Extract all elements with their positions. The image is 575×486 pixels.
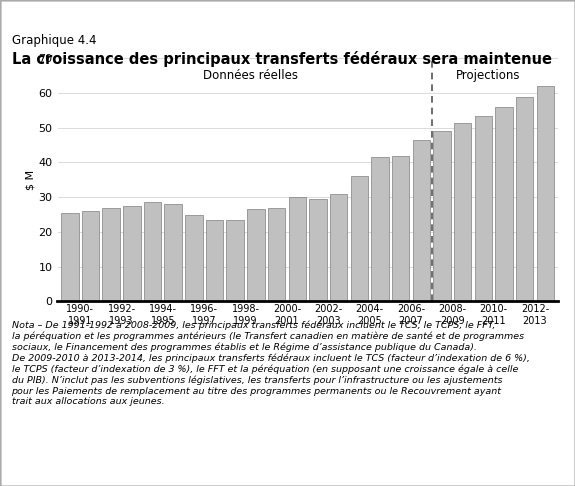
Bar <box>516 97 534 301</box>
Text: Données réelles: Données réelles <box>204 69 298 82</box>
Bar <box>289 197 306 301</box>
Bar <box>495 107 513 301</box>
Bar <box>392 156 409 301</box>
Bar <box>454 122 471 301</box>
Bar <box>268 208 285 301</box>
Bar <box>351 176 368 301</box>
Text: Projections: Projections <box>456 69 521 82</box>
Bar <box>433 131 451 301</box>
Bar <box>206 220 224 301</box>
Bar <box>61 213 79 301</box>
Bar <box>144 202 162 301</box>
Bar <box>247 209 264 301</box>
Bar <box>227 220 244 301</box>
Bar <box>474 116 492 301</box>
Bar <box>536 86 554 301</box>
Bar <box>330 194 347 301</box>
Y-axis label: $ M: $ M <box>26 170 36 190</box>
Bar <box>412 140 430 301</box>
Bar <box>164 204 182 301</box>
Bar <box>82 211 99 301</box>
Bar <box>371 157 389 301</box>
Bar <box>309 199 327 301</box>
Text: La croissance des principaux transferts fédéraux sera maintenue: La croissance des principaux transferts … <box>12 51 551 67</box>
Bar <box>123 206 141 301</box>
Text: Nota – De 1991-1992 à 2008-2009, les principaux transferts fédéraux incluent le : Nota – De 1991-1992 à 2008-2009, les pri… <box>12 321 530 406</box>
Bar <box>102 208 120 301</box>
Text: Graphique 4.4: Graphique 4.4 <box>12 34 96 47</box>
Bar <box>185 214 203 301</box>
